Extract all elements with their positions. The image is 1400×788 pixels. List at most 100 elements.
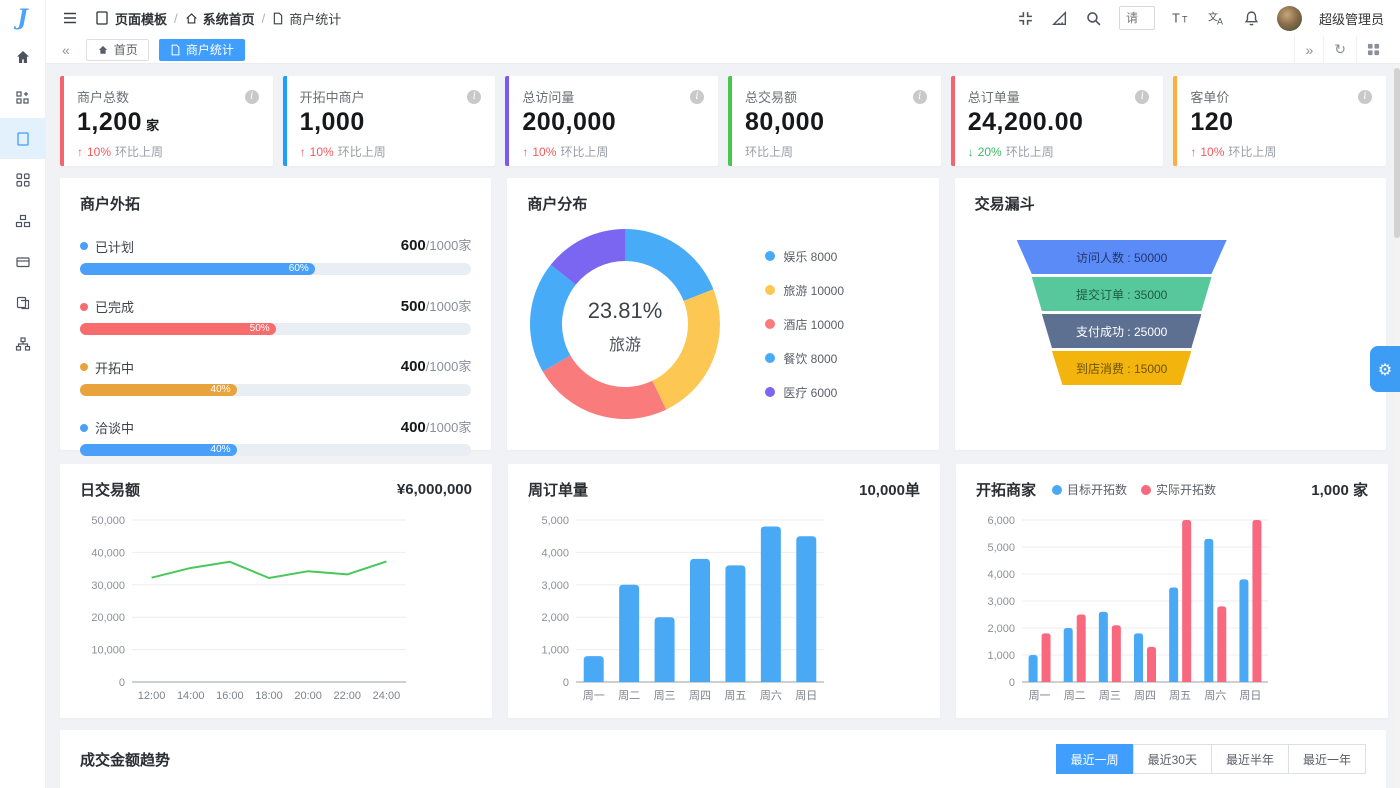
panel-merchant-expansion: 商户外拓 已计划 600/1000家 60% 已完成 500/1000家 50% 开拓中 40… (60, 178, 492, 456)
apps-icon (15, 172, 31, 188)
progress-row-header: 洽谈中 400/1000家 (80, 417, 471, 438)
range-button-最近30天[interactable]: 最近30天 (1132, 744, 1212, 774)
legend-dot-icon (80, 423, 88, 432)
legend-dot-icon (1052, 484, 1063, 495)
info-icon[interactable]: i (244, 89, 259, 104)
progress-list: 已计划 600/1000家 60% 已完成 500/1000家 50% 开拓中 400/100… (80, 235, 472, 456)
legend-item[interactable]: 餐饮 8000 (765, 350, 844, 367)
refresh-icon[interactable]: ↻ (1323, 36, 1356, 63)
panel-title: 开拓商家 (976, 482, 1037, 499)
progress-label: 洽谈中 (80, 418, 134, 437)
stat-card-header: 开拓中商户 i (300, 87, 482, 106)
bell-icon[interactable] (1243, 10, 1260, 27)
progress-track: 50% (80, 323, 472, 335)
info-icon[interactable]: i (1135, 89, 1150, 104)
sidebar-item-template[interactable] (0, 118, 46, 159)
menu-fold-icon[interactable] (62, 10, 78, 26)
panel-weekly-orders: 周订单量 10,000单 0 1,000 2,000 3,000 4,000 5,000 周… (508, 464, 940, 718)
funnel-stage-访问人数[interactable]: 访问人数 : 50000 (1016, 240, 1227, 274)
range-button-最近半年[interactable]: 最近半年 (1210, 744, 1289, 774)
range-button-最近一周[interactable]: 最近一周 (1055, 744, 1134, 774)
sidebar-item-cluster[interactable] (0, 200, 46, 241)
page-content: 商户总数 i 1,200 家 ↑ 10% 环比上周 开拓中商户 i 1,000 ↑ 10% 环比上周 总访… (46, 64, 1400, 788)
bar-周六[interactable] (760, 526, 781, 682)
layout-grid-icon[interactable] (1356, 36, 1390, 63)
cluster-icon (15, 213, 31, 229)
bar-周一-目标开拓数[interactable] (1028, 655, 1038, 682)
fullscreen-compress-icon[interactable] (1017, 10, 1034, 27)
info-icon[interactable]: i (467, 89, 482, 104)
sidebar-item-pages[interactable] (0, 282, 46, 323)
bar-周四-实际开拓数[interactable] (1147, 646, 1156, 682)
legend-item[interactable]: 目标开拓数 (1052, 481, 1127, 498)
donut-slice-医疗[interactable] (551, 229, 626, 285)
scrollbar-track[interactable] (1394, 64, 1400, 788)
svg-text:周日: 周日 (795, 689, 817, 702)
donut-slice-旅游[interactable] (652, 289, 721, 410)
funnel-stage-支付成功[interactable]: 支付成功 : 25000 (1041, 314, 1202, 348)
breadcrumb-item[interactable]: 商户统计 (272, 9, 341, 28)
legend-item[interactable]: 娱乐 8000 (765, 248, 844, 265)
bar-周三[interactable] (654, 617, 675, 682)
range-button-最近一年[interactable]: 最近一年 (1287, 744, 1366, 774)
svg-text:20,000: 20,000 (91, 612, 125, 624)
bar-周二-目标开拓数[interactable] (1063, 628, 1073, 682)
bar-周一-实际开拓数[interactable] (1041, 633, 1051, 682)
bar-周日-实际开拓数[interactable] (1252, 520, 1262, 682)
tab-home[interactable]: 首页 (85, 38, 149, 61)
bar-周五-目标开拓数[interactable] (1169, 587, 1179, 683)
bar-周六-实际开拓数[interactable] (1217, 606, 1227, 682)
bar-周二-实际开拓数[interactable] (1076, 614, 1086, 683)
donut-slice-餐饮[interactable] (530, 264, 577, 372)
bar-周四-目标开拓数[interactable] (1134, 633, 1143, 682)
bar-周一[interactable] (583, 656, 604, 682)
bar-周二[interactable] (619, 584, 640, 682)
legend-item[interactable]: 医疗 6000 (765, 384, 844, 401)
progress-row-header: 开拓中 400/1000家 (80, 356, 471, 377)
panel-merchant-distribution: 商户分布 23.81% 旅游 娱乐 8000 旅游 10000 酒店 10000 餐饮 … (507, 178, 939, 450)
sidebar-item-home[interactable] (0, 36, 46, 77)
line-series (151, 560, 387, 579)
user-name[interactable]: 超级管理员 (1318, 11, 1384, 27)
bar-周三-目标开拓数[interactable] (1098, 611, 1108, 682)
sidebar-item-widgets[interactable] (0, 77, 46, 118)
tabs-scroll-left-icon[interactable]: « (62, 41, 70, 58)
scrollbar-thumb[interactable] (1394, 68, 1400, 238)
search-icon[interactable] (1085, 10, 1102, 27)
tab-merchant-stats[interactable]: 商户统计 (158, 38, 245, 61)
funnel-stage-到店消费[interactable]: 到店消费 : 15000 (1051, 351, 1192, 385)
panel-header-value: 10,000单 (859, 482, 920, 499)
sidebar-item-org[interactable] (0, 323, 46, 364)
panel-title: 交易漏斗 (974, 196, 1035, 213)
ruler-icon[interactable] (1051, 10, 1068, 27)
funnel-stage-提交订单[interactable]: 提交订单 : 35000 (1031, 277, 1212, 311)
tabs-scroll-right-icon[interactable]: » (1294, 36, 1323, 63)
breadcrumb-item[interactable]: 页面模板 (94, 9, 167, 28)
legend-item[interactable]: 实际开拓数 (1141, 481, 1216, 498)
bar-周五-实际开拓数[interactable] (1182, 520, 1192, 682)
svg-text:周三: 周三 (654, 689, 676, 702)
breadcrumb-item[interactable]: 系统首页 (185, 9, 255, 28)
donut-slice-娱乐[interactable] (625, 229, 714, 301)
info-icon[interactable]: i (690, 89, 705, 104)
info-icon[interactable]: i (912, 89, 927, 104)
legend-item[interactable]: 旅游 10000 (765, 282, 844, 299)
sidebar-item-apps[interactable] (0, 159, 46, 200)
sidebar-item-card[interactable] (0, 241, 46, 282)
bar-周六-目标开拓数[interactable] (1204, 538, 1214, 682)
settings-gear-button[interactable]: ⚙ (1370, 346, 1400, 392)
search-input[interactable] (1118, 6, 1155, 30)
donut-slice-酒店[interactable] (543, 355, 667, 420)
bar-周日-目标开拓数[interactable] (1239, 579, 1249, 682)
bar-周四[interactable] (690, 558, 710, 682)
bar-周日[interactable] (796, 536, 817, 682)
legend-item[interactable]: 酒店 10000 (765, 316, 844, 333)
bar-周五[interactable] (725, 565, 746, 682)
progress-percent-label: 50% (249, 323, 270, 334)
user-avatar[interactable] (1276, 5, 1302, 31)
bar-周三-实际开拓数[interactable] (1111, 625, 1121, 682)
app-logo[interactable]: J (0, 0, 45, 36)
info-icon[interactable]: i (1358, 89, 1373, 104)
